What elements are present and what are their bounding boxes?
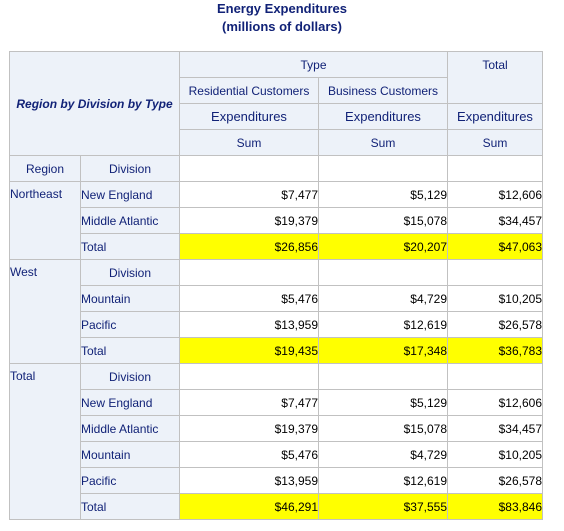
business-value: $15,078 [318, 207, 448, 234]
division-label: Pacific [80, 467, 180, 494]
blank-cell [447, 363, 543, 390]
sum-header-business: Sum [318, 129, 448, 156]
report-subtitle: (millions of dollars) [222, 19, 342, 34]
total-header: Total [447, 51, 543, 104]
subtotal-residential: $46,291 [179, 493, 319, 520]
division-label: Mountain [80, 441, 180, 468]
blank-cell [318, 259, 448, 286]
expenditures-header-residential: Expenditures [179, 103, 319, 130]
report-title: Energy Expenditures [216, 1, 348, 16]
total-value: $34,457 [447, 207, 543, 234]
subtotal-label: Total [80, 233, 180, 260]
subtotal-total: $36,783 [447, 337, 543, 364]
residential-value: $7,477 [179, 389, 319, 416]
residential-value: $13,959 [179, 311, 319, 338]
division-label: New England [80, 181, 180, 208]
business-header: Business Customers [318, 77, 448, 104]
business-value: $4,729 [318, 441, 448, 468]
residential-value: $19,379 [179, 207, 319, 234]
sum-header-residential: Sum [179, 129, 319, 156]
expenditures-header-total: Expenditures [447, 103, 543, 130]
expenditures-table: Region by Division by Type Type Total Re… [9, 51, 543, 520]
expenditures-header-business: Expenditures [318, 103, 448, 130]
blank-cell [318, 155, 448, 182]
business-value: $12,619 [318, 311, 448, 338]
residential-value: $7,477 [179, 181, 319, 208]
blank-cell [179, 155, 319, 182]
residential-value: $5,476 [179, 441, 319, 468]
business-value: $5,129 [318, 389, 448, 416]
division-label: Mountain [80, 285, 180, 312]
total-value: $12,606 [447, 181, 543, 208]
subtotal-business: $20,207 [318, 233, 448, 260]
type-header: Type [179, 51, 448, 78]
region-west: West [9, 259, 81, 364]
division-column-header: Division [80, 363, 180, 390]
division-label: Pacific [80, 311, 180, 338]
business-value: $12,619 [318, 467, 448, 494]
region-total: Total [9, 363, 81, 520]
region-column-header: Region [9, 155, 81, 182]
blank-cell [318, 363, 448, 390]
subtotal-business: $37,555 [318, 493, 448, 520]
blank-cell [447, 155, 543, 182]
total-value: $10,205 [447, 285, 543, 312]
blank-cell [179, 363, 319, 390]
blank-cell [179, 259, 319, 286]
subtotal-label: Total [80, 493, 180, 520]
division-column-header: Division [80, 155, 180, 182]
subtotal-business: $17,348 [318, 337, 448, 364]
subtotal-label: Total [80, 337, 180, 364]
subtotal-residential: $19,435 [179, 337, 319, 364]
division-label: Middle Atlantic [80, 207, 180, 234]
sum-header-total: Sum [447, 129, 543, 156]
blank-cell [447, 259, 543, 286]
business-value: $15,078 [318, 415, 448, 442]
residential-value: $5,476 [179, 285, 319, 312]
subtotal-total: $83,846 [447, 493, 543, 520]
subtotal-residential: $26,856 [179, 233, 319, 260]
division-label: Middle Atlantic [80, 415, 180, 442]
total-value: $26,578 [447, 467, 543, 494]
residential-header: Residential Customers [179, 77, 319, 104]
residential-value: $19,379 [179, 415, 319, 442]
region-northeast: Northeast [9, 181, 81, 260]
division-column-header: Division [80, 259, 180, 286]
total-value: $12,606 [447, 389, 543, 416]
residential-value: $13,959 [179, 467, 319, 494]
division-label: New England [80, 389, 180, 416]
subtotal-total: $47,063 [447, 233, 543, 260]
business-value: $5,129 [318, 181, 448, 208]
business-value: $4,729 [318, 285, 448, 312]
corner-header: Region by Division by Type [9, 51, 180, 156]
total-value: $26,578 [447, 311, 543, 338]
total-value: $34,457 [447, 415, 543, 442]
total-value: $10,205 [447, 441, 543, 468]
